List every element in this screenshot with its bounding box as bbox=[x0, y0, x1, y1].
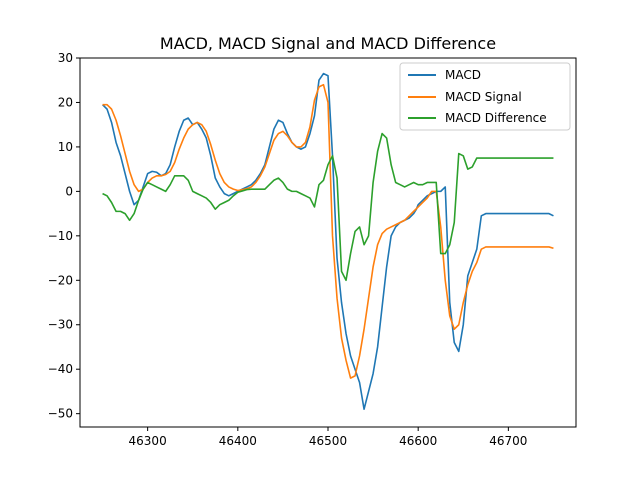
legend-label-macd-signal: MACD Signal bbox=[445, 90, 522, 104]
x-axis: 46300 46400 46500 46600 46700 bbox=[129, 427, 527, 448]
y-tick-label: 10 bbox=[58, 140, 73, 154]
x-tick-label: 46600 bbox=[399, 434, 437, 448]
x-tick-label: 46300 bbox=[129, 434, 167, 448]
y-tick-label: 0 bbox=[65, 184, 73, 198]
y-tick-label: −10 bbox=[48, 229, 73, 243]
legend: MACD MACD Signal MACD Difference bbox=[399, 62, 571, 131]
y-tick-label: −30 bbox=[48, 318, 73, 332]
x-tick-label: 46500 bbox=[309, 434, 347, 448]
series-line-macd bbox=[101, 72, 554, 411]
series-layer bbox=[101, 72, 554, 411]
y-tick-label: −20 bbox=[48, 273, 73, 287]
legend-box bbox=[399, 62, 571, 131]
y-axis: 30 20 10 0 −10 −20 −30 −40 −50 bbox=[48, 51, 80, 421]
y-tick-label: 30 bbox=[58, 51, 73, 65]
y-tick-label: −50 bbox=[48, 407, 73, 421]
series-line-macd-signal bbox=[102, 83, 554, 379]
x-tick-label: 46700 bbox=[489, 434, 527, 448]
chart-title: MACD, MACD Signal and MACD Difference bbox=[160, 34, 496, 53]
y-tick-label: 20 bbox=[58, 95, 73, 109]
y-tick-label: −40 bbox=[48, 362, 73, 376]
legend-label-macd: MACD bbox=[445, 68, 481, 82]
legend-label-macd-difference: MACD Difference bbox=[445, 111, 547, 125]
x-tick-label: 46400 bbox=[219, 434, 257, 448]
series-line-macd-difference bbox=[102, 132, 554, 282]
